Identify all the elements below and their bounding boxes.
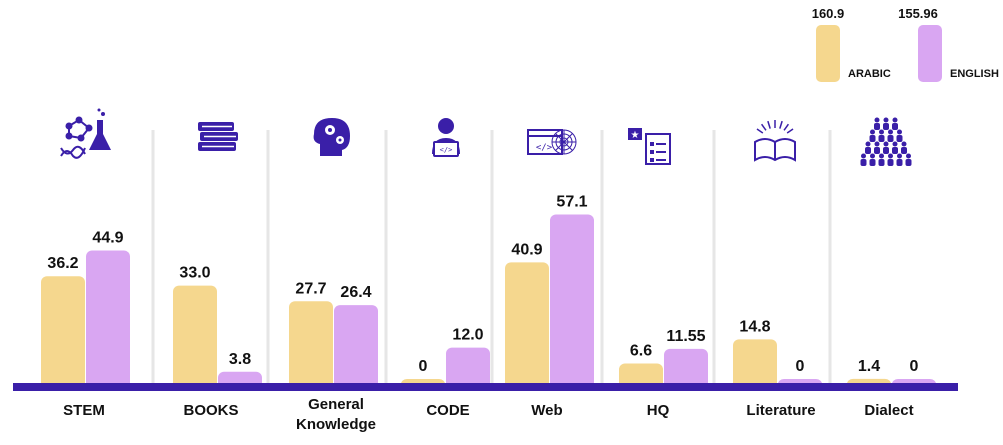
value-label-arabic-code: 0: [419, 358, 428, 375]
column-separator: [266, 130, 270, 385]
bar-arabic-literature: [733, 339, 777, 389]
svg-text:</>: </>: [440, 146, 453, 154]
value-label-english-hq: 11.55: [666, 328, 705, 345]
x-axis-line: [13, 383, 958, 391]
column-separator: [600, 130, 604, 385]
value-label-english-general-knowledge: 26.4: [340, 284, 371, 301]
column-separator: [490, 130, 494, 385]
checklist-icon: ★: [628, 128, 671, 165]
legend-swatch-english: [918, 25, 942, 82]
value-label-english-literature: 0: [796, 358, 805, 375]
category-label-books: BOOKS: [183, 402, 238, 419]
value-label-english-books: 3.8: [229, 351, 251, 368]
value-label-english-dialect: 0: [910, 358, 919, 375]
bar-arabic-general-knowledge: [289, 301, 333, 389]
category-label-stem: STEM: [63, 402, 105, 419]
bar-arabic-hq: [619, 363, 663, 389]
svg-text:</>: </>: [536, 143, 553, 153]
bar-arabic-web: [505, 262, 549, 389]
column-separator: [712, 130, 716, 385]
value-label-arabic-general-knowledge: 27.7: [295, 280, 326, 297]
category-label-code: CODE: [426, 402, 469, 419]
category-label-dialect: Dialect: [864, 402, 913, 419]
coder-icon: </>: [432, 118, 460, 157]
bar-arabic-books: [173, 285, 217, 389]
column-separator: [828, 130, 832, 385]
head-gears-icon: [313, 118, 350, 156]
value-label-arabic-hq: 6.6: [630, 343, 652, 360]
bar-english-code: [446, 347, 490, 389]
legend-label-arabic: ARABIC: [848, 68, 891, 80]
category-label-hq: HQ: [647, 402, 670, 419]
column-separator: [151, 130, 155, 385]
web-icon: </>: [527, 129, 577, 155]
people-group-icon: [860, 117, 912, 166]
legend-swatch-arabic: [816, 25, 840, 82]
value-label-arabic-stem: 36.2: [47, 255, 78, 272]
bar-english-general-knowledge: [334, 305, 378, 389]
svg-text:★: ★: [631, 130, 640, 141]
open-book-icon: [754, 120, 796, 162]
value-label-arabic-dialect: 1.4: [858, 358, 880, 375]
value-label-english-web: 57.1: [556, 194, 587, 211]
value-label-english-stem: 44.9: [92, 230, 123, 247]
category-label-web: Web: [531, 402, 562, 419]
category-label-general-knowledge: General Knowledge: [296, 396, 376, 433]
column-separator: [384, 130, 388, 385]
bar-english-web: [550, 214, 594, 389]
value-label-arabic-books: 33.0: [179, 265, 210, 282]
legend-total-english: 155.96: [898, 6, 938, 21]
legend-label-english: ENGLISH: [950, 68, 999, 80]
bar-english-hq: [664, 348, 708, 389]
bar-english-stem: [86, 250, 130, 389]
value-label-arabic-literature: 14.8: [739, 318, 770, 335]
legend-total-arabic: 160.9: [812, 6, 845, 21]
value-label-english-code: 12.0: [452, 327, 483, 344]
value-label-arabic-web: 40.9: [511, 241, 542, 258]
books-icon: [198, 122, 238, 151]
stem-icon: [60, 108, 111, 159]
bar-arabic-stem: [41, 276, 85, 389]
category-label-literature: Literature: [746, 402, 815, 419]
